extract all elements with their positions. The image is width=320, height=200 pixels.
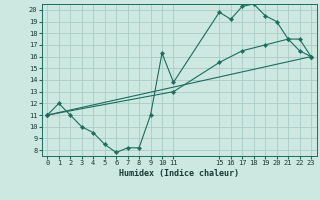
- X-axis label: Humidex (Indice chaleur): Humidex (Indice chaleur): [119, 169, 239, 178]
